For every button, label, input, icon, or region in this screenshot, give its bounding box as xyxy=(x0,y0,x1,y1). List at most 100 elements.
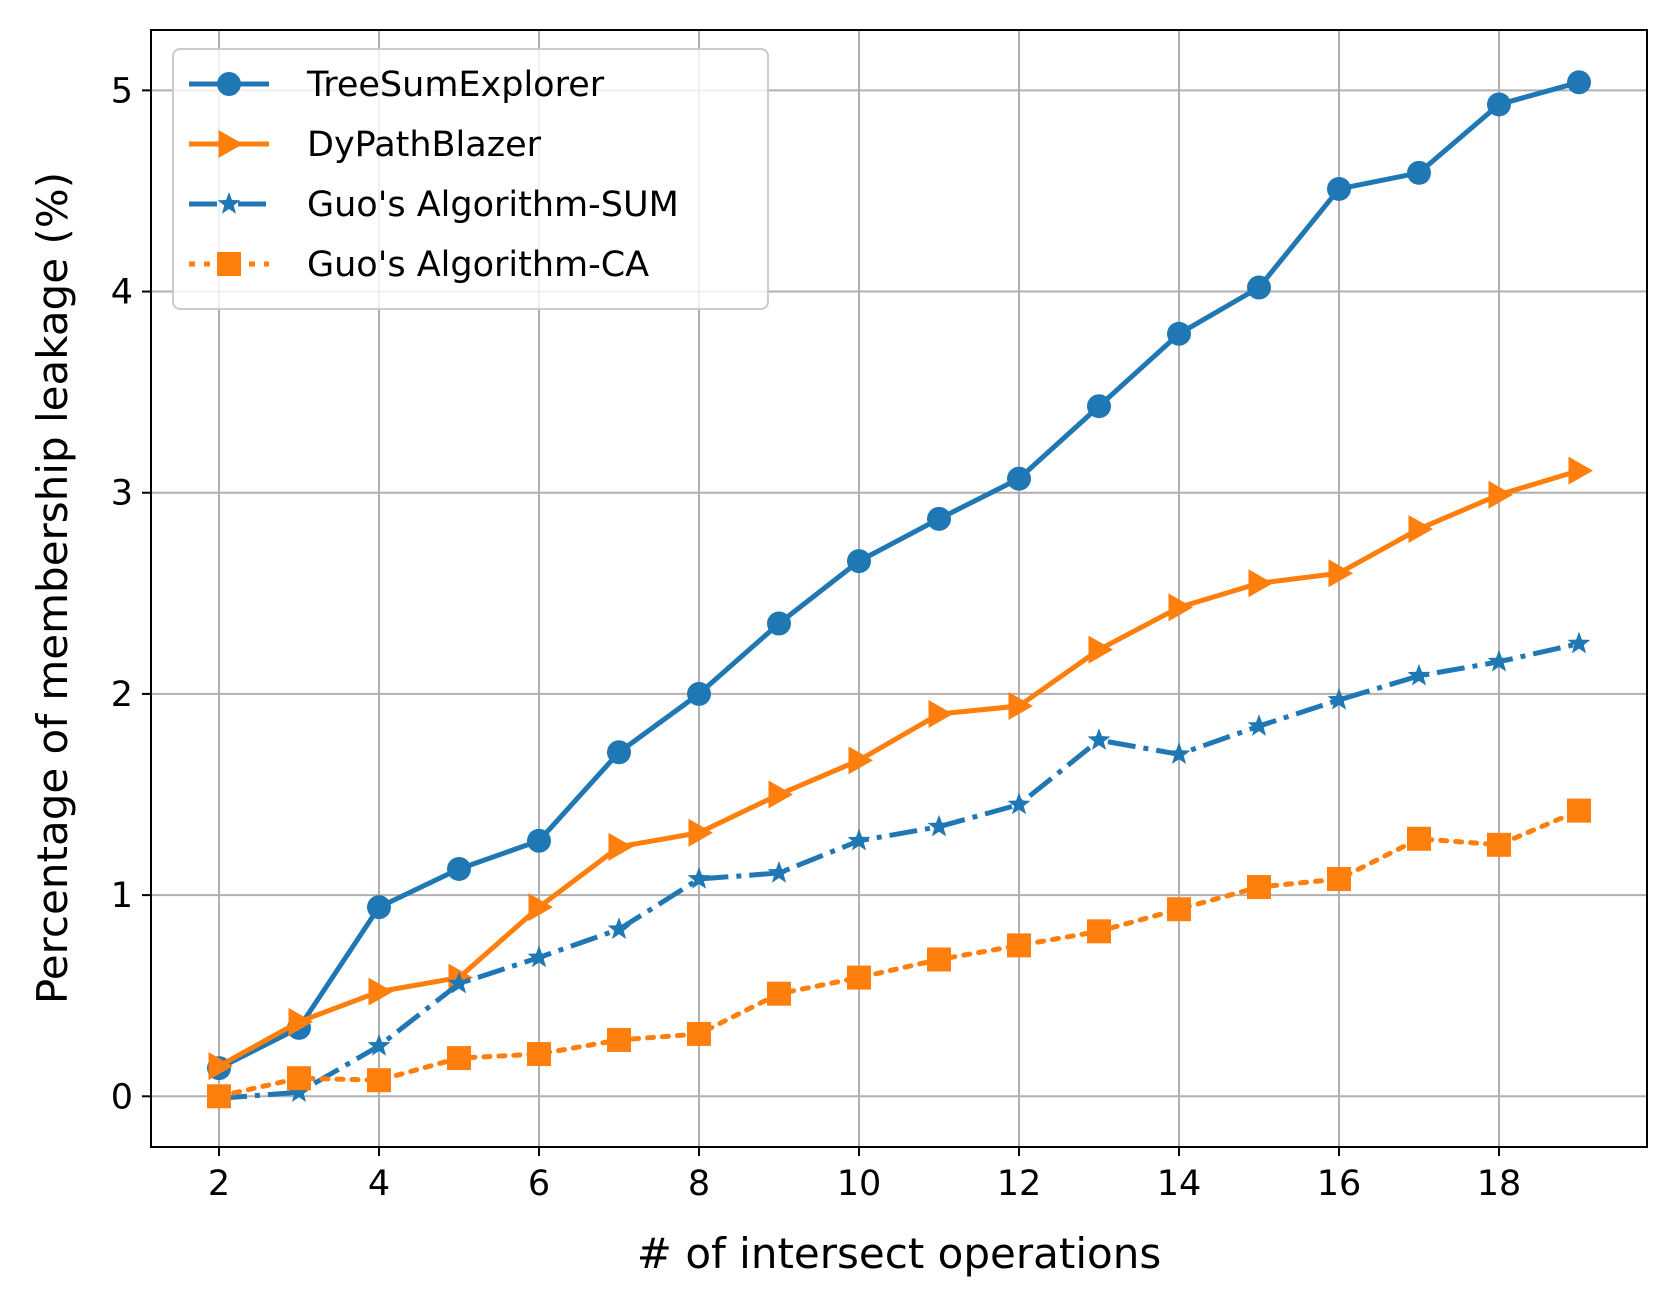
data-point xyxy=(1488,480,1513,509)
legend-entry-label: Guo's Algorithm-CA xyxy=(307,245,649,285)
x-tick-label: 18 xyxy=(1477,1164,1522,1204)
data-point xyxy=(687,1021,711,1046)
series-line xyxy=(216,808,1582,1099)
x-tick-label: 12 xyxy=(997,1164,1042,1204)
data-point xyxy=(687,867,711,889)
legend-marker xyxy=(217,252,241,276)
data-point xyxy=(927,947,951,972)
data-point xyxy=(447,1046,471,1071)
data-point xyxy=(1008,691,1033,720)
data-point xyxy=(1248,569,1273,598)
data-point xyxy=(1087,919,1111,944)
data-point xyxy=(1247,875,1271,900)
x-tick-label: 14 xyxy=(1157,1164,1202,1204)
y-tick-label: 5 xyxy=(111,71,133,111)
data-point xyxy=(767,860,791,883)
data-point xyxy=(1407,826,1431,851)
data-point xyxy=(527,1042,551,1067)
series-2 xyxy=(208,456,1593,1081)
x-tick-label: 8 xyxy=(688,1164,710,1204)
data-point xyxy=(367,1034,391,1056)
data-point xyxy=(1487,649,1511,672)
data-point xyxy=(1407,160,1431,185)
data-point xyxy=(1167,897,1191,922)
data-point xyxy=(1327,687,1351,710)
legend-entry-label: Guo's Algorithm-SUM xyxy=(307,185,679,225)
data-point xyxy=(288,1007,313,1036)
data-point xyxy=(528,893,553,922)
data-point xyxy=(767,611,791,636)
data-point xyxy=(447,971,471,994)
y-tick-label: 2 xyxy=(111,675,133,715)
data-point xyxy=(927,506,951,531)
data-point xyxy=(1567,70,1591,95)
data-point xyxy=(367,895,391,920)
y-tick-label: 3 xyxy=(111,474,133,514)
data-point xyxy=(847,965,871,990)
series-line xyxy=(218,641,1580,1101)
legend-entry-label: DyPathBlazer xyxy=(307,125,542,165)
series-1 xyxy=(207,70,1591,1081)
data-point xyxy=(1087,394,1111,419)
data-point xyxy=(1167,742,1191,764)
data-point xyxy=(1327,867,1351,892)
series-layer xyxy=(207,70,1593,1109)
y-tick-label: 1 xyxy=(111,876,133,916)
y-tick-label: 4 xyxy=(111,273,133,313)
legend-frame xyxy=(172,48,769,310)
data-point xyxy=(368,977,393,1006)
data-point xyxy=(527,945,551,968)
data-point xyxy=(1007,792,1031,815)
y-tick-label: 0 xyxy=(111,1077,133,1117)
legend-marker xyxy=(218,130,243,158)
data-point xyxy=(1487,92,1511,117)
x-tick-label: 10 xyxy=(837,1164,882,1204)
data-point xyxy=(1567,631,1591,654)
data-point xyxy=(928,700,953,729)
data-point xyxy=(1567,798,1591,823)
x-tick-label: 16 xyxy=(1317,1164,1362,1204)
series-3 xyxy=(207,631,1591,1109)
data-point xyxy=(767,981,791,1006)
data-point xyxy=(287,1080,311,1102)
series-line xyxy=(217,79,1580,1071)
data-point xyxy=(1088,635,1113,664)
data-point xyxy=(607,917,631,940)
data-point xyxy=(367,1068,391,1093)
data-point xyxy=(1167,321,1191,346)
data-point xyxy=(1007,466,1031,491)
data-point xyxy=(1247,275,1271,300)
data-point xyxy=(608,832,633,861)
data-point xyxy=(1327,176,1351,201)
legend-marker xyxy=(217,192,241,214)
x-tick-label: 4 xyxy=(368,1164,390,1204)
data-point xyxy=(1247,714,1271,736)
series-line xyxy=(217,468,1580,1069)
data-point xyxy=(847,828,871,851)
legend-entry-label: TreeSumExplorer xyxy=(306,65,605,105)
data-point xyxy=(768,780,793,809)
data-point xyxy=(1568,456,1593,485)
data-point xyxy=(607,740,631,765)
data-point xyxy=(287,1066,311,1091)
legend: TreeSumExplorer DyPathBlazer Guo's Algorit… xyxy=(172,48,769,310)
legend-marker xyxy=(217,72,241,96)
data-point xyxy=(1407,663,1431,686)
data-point xyxy=(1087,728,1111,750)
data-point xyxy=(927,814,951,837)
x-axis-label: # of intersect operations xyxy=(637,1229,1161,1278)
x-tick-label: 6 xyxy=(528,1164,550,1204)
data-point xyxy=(847,549,871,574)
data-point xyxy=(848,746,873,775)
data-point xyxy=(207,1084,231,1109)
data-point xyxy=(447,856,471,881)
y-axis-label: Percentage of membership leakage (%) xyxy=(28,172,77,1004)
plot-frame xyxy=(150,29,1648,1148)
data-point xyxy=(1408,514,1433,543)
data-point xyxy=(1007,933,1031,958)
x-tick-label: 2 xyxy=(208,1164,230,1204)
data-point xyxy=(1168,593,1193,622)
series-4 xyxy=(207,798,1591,1109)
